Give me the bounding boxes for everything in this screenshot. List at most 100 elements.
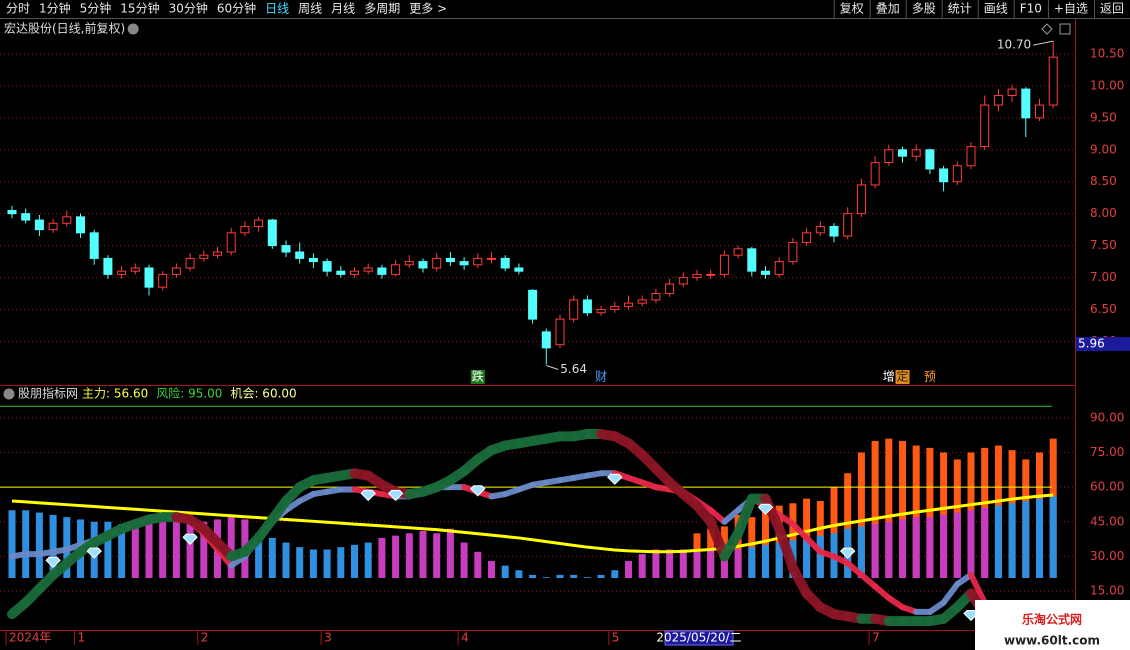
y-tick-label: 10.50 — [1090, 46, 1124, 60]
toolbar-tab[interactable]: 60分钟 — [217, 1, 256, 16]
histogram-bar — [35, 512, 43, 578]
candle-body — [925, 149, 935, 170]
candle-body — [911, 149, 921, 157]
y-tick-label: 9.00 — [1090, 142, 1117, 156]
candle-body — [117, 270, 127, 275]
candle-body — [171, 267, 181, 275]
toolbar-tab[interactable]: 5分钟 — [80, 1, 112, 16]
indicator-menu-icon[interactable] — [3, 388, 15, 400]
candle-body — [295, 251, 305, 259]
x-tick-label: 4 — [461, 631, 469, 645]
candle-body — [48, 222, 58, 231]
toolbar-tab[interactable]: 日线 — [265, 2, 289, 16]
toolbar-tab[interactable]: 30分钟 — [169, 1, 208, 16]
event-label[interactable]: 预 — [924, 370, 936, 384]
legend-item: 机会: 60.00 — [230, 387, 296, 401]
signal-diamond — [387, 489, 404, 502]
event-label[interactable]: 跌 — [472, 369, 484, 384]
y-tick-label: 7.00 — [1090, 270, 1117, 284]
y-tick-label: 8.00 — [1090, 206, 1117, 220]
histogram-bar — [392, 535, 400, 578]
ribbon-segment — [733, 493, 757, 539]
histogram-bar — [474, 551, 482, 578]
toolbar-button[interactable]: F10 — [1020, 2, 1042, 16]
x-tick-label: 1 — [78, 631, 86, 645]
event-label[interactable]: 财 — [595, 370, 607, 384]
toolbar-button[interactable]: 多股 — [912, 2, 936, 16]
candle-body — [418, 261, 428, 269]
histogram-bar — [556, 574, 564, 578]
histogram-bar — [337, 547, 345, 578]
histogram-bar — [542, 577, 550, 578]
candle-body — [336, 270, 346, 275]
legend-item: 主力: 56.60 — [82, 387, 148, 401]
orange-bar — [857, 452, 865, 578]
histogram-bar — [583, 577, 591, 578]
toolbar-button[interactable]: 复权 — [840, 2, 864, 16]
watermark-box — [975, 600, 1130, 650]
histogram-bar — [255, 533, 263, 578]
histogram-bar — [666, 549, 674, 578]
candle-body — [281, 245, 291, 253]
histogram-bar — [912, 517, 920, 578]
candle-body — [350, 270, 359, 275]
candle-body — [555, 318, 565, 346]
title-menu-icon[interactable] — [127, 23, 139, 35]
candle-body — [651, 293, 661, 301]
candle-body — [391, 264, 401, 275]
toolbar-button[interactable]: 叠加 — [876, 2, 900, 16]
event-label[interactable]: 定 — [896, 369, 908, 384]
candle-body — [226, 232, 236, 253]
cursor-price-label: 5.96 — [1078, 337, 1105, 351]
toolbar-button[interactable]: 返回 — [1100, 2, 1124, 16]
candle-body — [1021, 88, 1031, 119]
histogram-bar — [22, 510, 30, 578]
histogram-bar — [1022, 500, 1030, 578]
toolbar-tab[interactable]: 更多 > — [409, 2, 447, 16]
candle-body — [993, 94, 1003, 106]
candle-body — [514, 267, 524, 272]
toolbar-button[interactable]: +自选 — [1054, 2, 1088, 16]
candle-body — [678, 277, 688, 285]
ribbon-segment — [803, 534, 824, 555]
histogram-bar — [227, 517, 235, 578]
histogram-bar — [309, 549, 317, 578]
event-box — [895, 370, 910, 384]
candle-body — [1007, 88, 1017, 96]
histogram-bar — [446, 528, 454, 578]
toolbar-tab[interactable]: 1分钟 — [39, 1, 71, 16]
candle-body — [500, 257, 510, 269]
histogram-bar — [364, 542, 372, 578]
histogram-bar — [871, 524, 879, 578]
toolbar-tab[interactable]: 分时 — [6, 2, 30, 16]
histogram-bar — [638, 554, 646, 578]
candle-body — [637, 299, 647, 304]
toolbar-tab[interactable]: 周线 — [298, 2, 322, 16]
toolbar-tab[interactable]: 多周期 — [364, 2, 400, 16]
candle-body — [624, 302, 633, 307]
toolbar-tab[interactable]: 月线 — [331, 2, 355, 16]
y-tick-label: 75.00 — [1090, 445, 1124, 459]
toolbar-button[interactable]: 统计 — [948, 2, 972, 16]
legend-item: 风险: 95.00 — [156, 386, 222, 401]
signal-diamond — [757, 503, 774, 515]
histogram-bar — [953, 512, 961, 578]
histogram-bar — [488, 561, 495, 578]
candle-body — [473, 257, 483, 266]
y-tick-label: 30.00 — [1090, 549, 1124, 563]
ribbon-segment — [760, 493, 785, 534]
histogram-bar — [501, 565, 509, 578]
histogram-bar — [433, 533, 441, 578]
signal-diamond — [86, 547, 102, 559]
candle-body — [829, 225, 839, 237]
event-label[interactable]: 增 — [883, 370, 895, 384]
histogram-bar — [118, 524, 126, 578]
candle-body — [487, 257, 496, 260]
histogram-bar — [762, 544, 769, 578]
histogram-bar — [611, 570, 619, 578]
ribbon-segment — [214, 546, 235, 569]
panel-icon — [1059, 23, 1071, 35]
toolbar-tab[interactable]: 15分钟 — [120, 1, 159, 16]
toolbar-button[interactable]: 画线 — [984, 2, 1008, 16]
candle-body — [267, 219, 277, 247]
